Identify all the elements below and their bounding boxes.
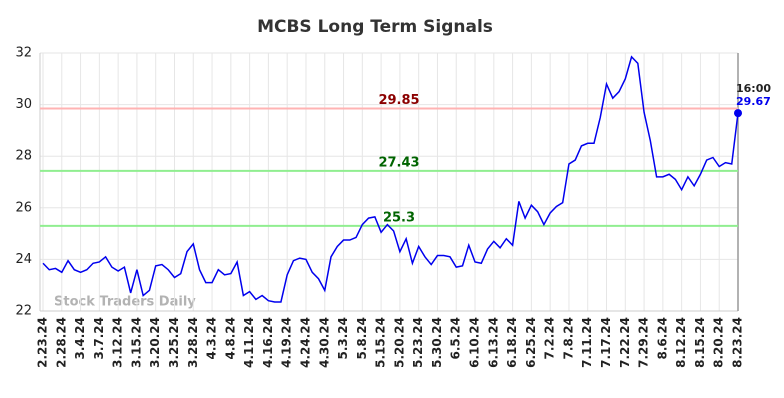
x-tick-label: 6.5.24 [449, 317, 463, 360]
last-time-label: 16:00 [736, 82, 771, 95]
x-tick-label: 3.25.24 [167, 317, 181, 368]
chart-title: MCBS Long Term Signals [257, 17, 493, 37]
x-tick-label: 5.15.24 [374, 317, 388, 368]
y-tick-label: 22 [15, 304, 32, 319]
y-tick-label: 28 [15, 149, 32, 164]
x-tick-label: 8.6.24 [655, 317, 669, 360]
y-tick-label: 30 [15, 97, 32, 112]
x-tick-label: 5.8.24 [355, 317, 369, 360]
level-label: 27.43 [378, 155, 419, 170]
y-tick-label: 26 [15, 200, 32, 215]
y-tick-label: 32 [15, 46, 32, 61]
x-tick-label: 5.3.24 [336, 317, 350, 360]
x-tick-label: 3.7.24 [92, 317, 106, 360]
x-tick-label: 2.28.24 [54, 317, 68, 368]
x-tick-label: 7.17.24 [599, 317, 613, 368]
x-tick-label: 6.18.24 [505, 317, 519, 368]
x-tick-label: 4.30.24 [317, 317, 331, 368]
x-tick-label: 3.28.24 [186, 317, 200, 368]
x-tick-label: 4.11.24 [242, 317, 256, 368]
x-tick-label: 6.10.24 [468, 317, 482, 368]
last-value-label: 29.67 [736, 95, 771, 108]
x-tick-label: 5.30.24 [430, 317, 444, 368]
x-tick-label: 3.12.24 [111, 317, 125, 368]
x-tick-label: 8.15.24 [693, 317, 707, 368]
x-tick-label: 4.19.24 [280, 317, 294, 368]
x-tick-label: 8.23.24 [731, 317, 745, 368]
x-tick-label: 8.12.24 [674, 317, 688, 368]
level-label: 25.3 [383, 210, 415, 225]
x-tick-label: 6.13.24 [486, 317, 500, 368]
x-tick-label: 7.8.24 [561, 317, 575, 360]
x-tick-label: 2.23.24 [36, 317, 50, 368]
x-tick-label: 7.2.24 [543, 317, 557, 360]
x-tick-label: 8.20.24 [712, 317, 726, 368]
x-tick-label: 3.15.24 [129, 317, 143, 368]
watermark: Stock Traders Daily [54, 295, 196, 310]
x-tick-label: 4.24.24 [298, 317, 312, 368]
x-tick-label: 3.20.24 [148, 317, 162, 368]
x-tick-label: 3.4.24 [73, 317, 87, 360]
x-tick-label: 7.11.24 [580, 317, 594, 368]
x-tick-label: 5.23.24 [411, 317, 425, 368]
x-tick-label: 4.8.24 [223, 317, 237, 360]
x-tick-label: 4.16.24 [261, 317, 275, 368]
x-tick-label: 4.3.24 [205, 317, 219, 360]
y-tick-label: 24 [15, 252, 32, 267]
x-tick-label: 6.25.24 [524, 317, 538, 368]
last-point [734, 109, 742, 118]
x-tick-label: 5.20.24 [392, 317, 406, 368]
x-tick-label: 7.29.24 [637, 317, 651, 368]
level-label: 29.85 [378, 93, 419, 108]
series-line [42, 55, 739, 303]
x-tick-label: 7.22.24 [618, 317, 632, 368]
